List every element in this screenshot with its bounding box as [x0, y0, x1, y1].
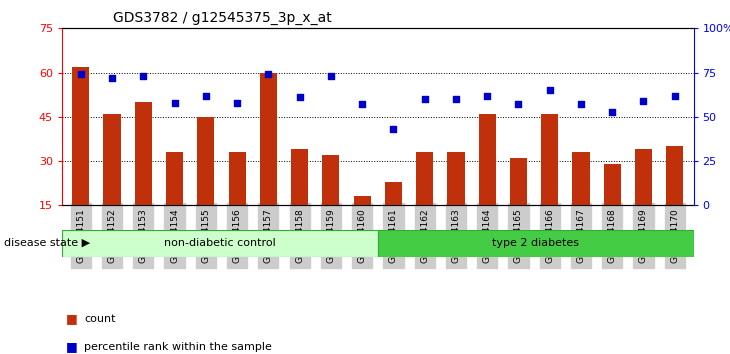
- Point: [356, 102, 368, 107]
- Bar: [322, 155, 339, 205]
- Point: [512, 102, 524, 107]
- Bar: [604, 164, 620, 205]
- Point: [637, 98, 649, 104]
- Text: non-diabetic control: non-diabetic control: [164, 238, 276, 249]
- Point: [481, 93, 493, 98]
- Bar: [291, 149, 308, 205]
- Point: [137, 73, 149, 79]
- Bar: [416, 152, 434, 205]
- Point: [263, 72, 274, 77]
- Point: [75, 72, 87, 77]
- Bar: [479, 114, 496, 205]
- Bar: [166, 152, 183, 205]
- Bar: [72, 67, 89, 205]
- Point: [388, 126, 399, 132]
- Bar: [510, 158, 527, 205]
- Point: [169, 100, 180, 105]
- Bar: [228, 152, 246, 205]
- Text: ■: ■: [66, 312, 77, 325]
- Bar: [666, 146, 683, 205]
- Point: [450, 96, 462, 102]
- Bar: [447, 152, 464, 205]
- Bar: [635, 149, 652, 205]
- Point: [544, 87, 556, 93]
- Bar: [135, 102, 152, 205]
- Bar: [572, 152, 590, 205]
- Text: count: count: [84, 314, 115, 324]
- Text: disease state ▶: disease state ▶: [4, 238, 90, 247]
- Bar: [541, 114, 558, 205]
- Text: type 2 diabetes: type 2 diabetes: [492, 238, 579, 249]
- Text: GDS3782 / g12545375_3p_x_at: GDS3782 / g12545375_3p_x_at: [113, 11, 332, 25]
- Text: percentile rank within the sample: percentile rank within the sample: [84, 342, 272, 352]
- Point: [607, 109, 618, 114]
- Point: [575, 102, 587, 107]
- Point: [231, 100, 243, 105]
- Bar: [385, 182, 402, 205]
- Bar: [104, 114, 120, 205]
- Point: [419, 96, 431, 102]
- Text: ■: ■: [66, 341, 77, 353]
- Point: [107, 75, 118, 81]
- Point: [293, 95, 305, 100]
- Bar: [353, 196, 371, 205]
- Bar: [197, 117, 215, 205]
- Bar: [378, 230, 694, 257]
- Point: [325, 73, 337, 79]
- Bar: [260, 73, 277, 205]
- Point: [669, 93, 680, 98]
- Point: [200, 93, 212, 98]
- Bar: [62, 230, 378, 257]
